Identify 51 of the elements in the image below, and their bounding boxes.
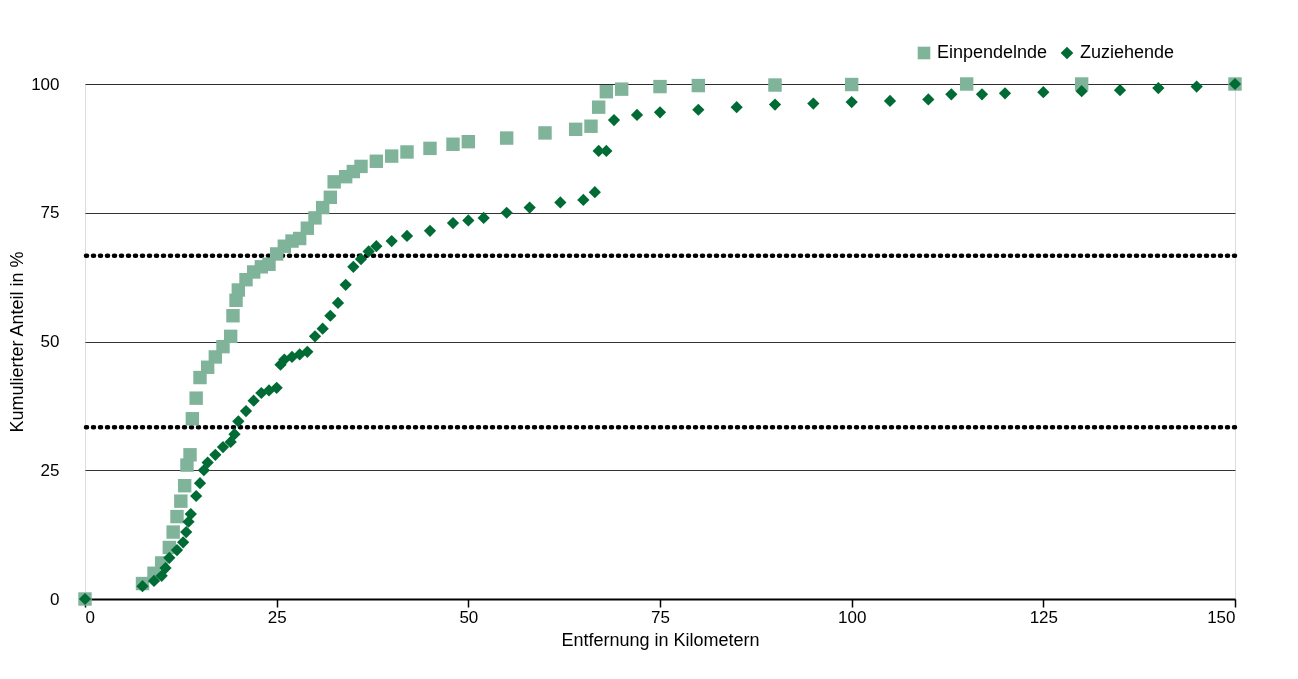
- legend-label: Zuziehende: [1080, 42, 1175, 62]
- point: [446, 137, 460, 151]
- y-tick-label: 0: [50, 589, 60, 609]
- x-tick-label: 0: [85, 607, 95, 627]
- point: [584, 119, 598, 133]
- point: [568, 122, 583, 137]
- point: [170, 509, 184, 524]
- point: [308, 211, 322, 225]
- point: [327, 175, 341, 189]
- point: [384, 149, 399, 163]
- point: [226, 309, 240, 323]
- x-tick-label: 50: [459, 607, 479, 627]
- point: [959, 77, 974, 91]
- point: [423, 141, 437, 156]
- point: [591, 100, 606, 114]
- point: [614, 82, 629, 96]
- point: [216, 339, 230, 354]
- point: [844, 77, 859, 92]
- point: [691, 78, 706, 93]
- point: [768, 78, 782, 92]
- point: [538, 126, 552, 140]
- y-tick-label: 25: [40, 460, 60, 480]
- x-tick-label: 75: [651, 607, 670, 627]
- x-tick-label: 25: [267, 607, 287, 627]
- y-tick-label: 75: [40, 203, 60, 223]
- point: [499, 131, 514, 145]
- point: [323, 190, 338, 205]
- point: [354, 159, 368, 174]
- point: [599, 85, 614, 99]
- point: [400, 145, 414, 159]
- x-tick-label: 125: [1029, 607, 1059, 627]
- y-tick-label: 100: [31, 74, 60, 94]
- point: [174, 494, 188, 508]
- point: [369, 154, 384, 168]
- point: [177, 478, 192, 493]
- point: [653, 79, 667, 94]
- point: [231, 283, 246, 297]
- point: [183, 448, 197, 462]
- point: [223, 329, 238, 344]
- x-axis-title: Entfernung in Kilometern: [561, 629, 760, 650]
- y-axis-title: Kumulierter Anteil in %: [7, 251, 28, 433]
- point: [208, 350, 223, 364]
- point: [189, 391, 203, 405]
- point: [193, 370, 207, 385]
- x-tick-label: 100: [837, 607, 867, 627]
- point: [166, 525, 180, 539]
- legend-label: Einpendelnde: [937, 42, 1048, 62]
- point: [461, 134, 476, 149]
- x-tick-label: 150: [1207, 607, 1236, 627]
- y-tick-label: 50: [40, 332, 60, 351]
- point: [185, 412, 200, 426]
